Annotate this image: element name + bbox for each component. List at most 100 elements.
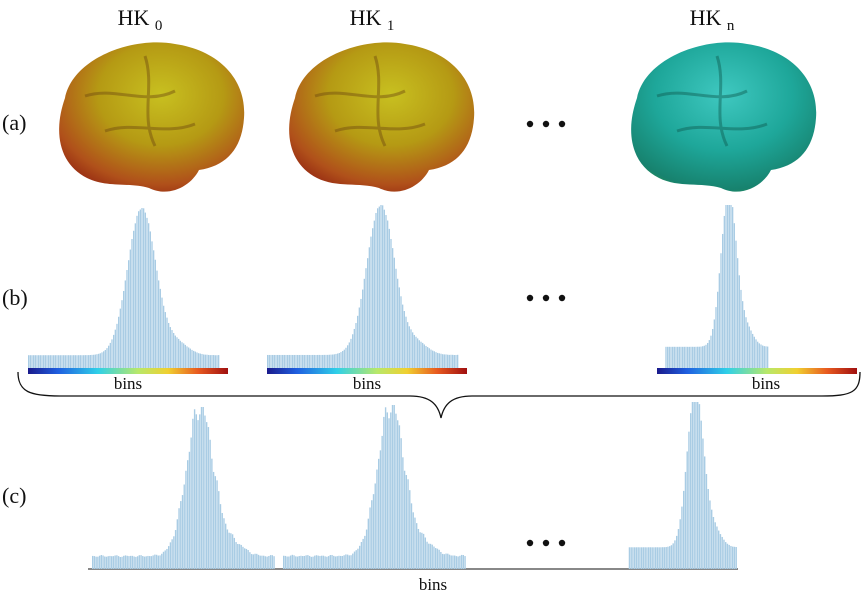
histogram-bar xyxy=(438,549,440,569)
histogram-bar xyxy=(233,537,236,569)
histogram-bar xyxy=(114,555,116,569)
histogram-bar xyxy=(695,402,697,569)
histogram-bar xyxy=(126,555,128,569)
histogram-bar xyxy=(710,335,712,368)
histogram-bar xyxy=(635,547,638,569)
histogram-bar xyxy=(707,342,709,368)
histogram-bar xyxy=(335,353,337,368)
histogram-bar xyxy=(198,353,200,368)
histogram-bar xyxy=(357,548,359,569)
histogram-bar xyxy=(324,556,326,569)
histogram-bar xyxy=(679,519,681,569)
histogram-bar xyxy=(360,298,362,368)
histogram-bar xyxy=(400,296,402,368)
histogram-bar xyxy=(162,551,165,569)
histogram-bar xyxy=(422,342,424,368)
histogram-bar xyxy=(398,287,400,368)
histogram-bar xyxy=(355,550,357,569)
histogram-bar xyxy=(445,553,447,569)
histogram-bar xyxy=(185,470,187,569)
histogram-bar xyxy=(648,547,650,569)
histogram-bar xyxy=(651,547,653,569)
histogram-bar xyxy=(375,212,377,368)
histogram-bar xyxy=(447,354,449,368)
histogram-bar xyxy=(181,342,183,368)
histogram-bar xyxy=(737,258,739,368)
histogram-bar xyxy=(750,330,752,368)
histogram-bar xyxy=(459,555,461,569)
histogram-bar xyxy=(730,205,732,368)
histogram-bar xyxy=(33,355,35,368)
histogram-bar xyxy=(29,355,31,368)
histogram-bar xyxy=(353,328,355,368)
histogram-bar xyxy=(688,346,690,368)
histogram-bar xyxy=(283,555,285,569)
histogram-bar xyxy=(109,555,111,569)
histogram-bar xyxy=(128,556,130,569)
histogram-bar xyxy=(420,341,422,368)
histogram-bar xyxy=(343,555,345,569)
histogram-bar xyxy=(305,354,307,368)
histogram-bar xyxy=(634,547,636,569)
histogram-bar xyxy=(71,355,73,368)
histogram-bar xyxy=(454,555,456,569)
histogram-bar xyxy=(393,257,395,368)
histogram-bar xyxy=(223,518,225,569)
histogram-bar xyxy=(677,346,679,368)
histogram-bar xyxy=(64,355,66,368)
histogram-bar xyxy=(703,345,705,368)
histogram-bar xyxy=(38,355,40,368)
histogram-bar xyxy=(285,354,287,368)
histogram-bar xyxy=(196,352,198,368)
histogram-bar xyxy=(341,555,344,569)
histogram-bar xyxy=(116,555,118,569)
histogram-bar xyxy=(303,354,305,368)
histogram-bar xyxy=(280,354,282,368)
histogram-bar xyxy=(711,509,713,569)
histogram-bar xyxy=(422,533,425,569)
histogram-bar xyxy=(168,322,170,368)
histogram-bar xyxy=(332,354,334,368)
histogram-bar xyxy=(89,354,91,368)
histogram-bar xyxy=(298,556,300,569)
histogram-bar xyxy=(379,450,382,569)
histogram-bar xyxy=(697,346,699,368)
histogram-bar xyxy=(649,547,652,569)
histogram-bar xyxy=(413,334,415,368)
histogram-bar xyxy=(83,355,85,368)
histogram-bar xyxy=(705,474,708,569)
histogram-bar xyxy=(395,268,397,368)
histogram-bar xyxy=(372,494,375,569)
histogram-bar xyxy=(713,319,715,368)
histogram-bar xyxy=(242,546,244,569)
histogram-bar xyxy=(123,290,125,368)
histogram-bar xyxy=(382,205,384,368)
histogram-bar xyxy=(268,556,270,569)
histogram-bar xyxy=(338,352,340,368)
histogram-bar xyxy=(310,354,312,368)
histogram-bar xyxy=(417,528,420,569)
histogram-bar xyxy=(81,355,83,368)
histogram-bar xyxy=(755,339,757,368)
histogram-bar xyxy=(197,420,199,569)
histogram-bar xyxy=(218,491,220,569)
histogram-bar xyxy=(720,253,722,368)
histogram-bar xyxy=(34,355,36,368)
histogram-bar xyxy=(438,353,440,368)
histogram-bar xyxy=(705,344,707,368)
histogram-bar xyxy=(690,413,692,569)
histogram-bar xyxy=(142,556,144,569)
histogram-bar xyxy=(336,556,338,569)
histogram-bar xyxy=(753,336,755,368)
histogram-bar xyxy=(73,355,75,368)
histogram-bar xyxy=(345,554,347,569)
histogram-bar xyxy=(302,354,304,368)
histogram-bar xyxy=(109,342,111,368)
histogram-bar xyxy=(427,347,429,368)
histogram-bar xyxy=(452,555,454,569)
histogram-bar xyxy=(272,354,274,368)
histogram-bar xyxy=(128,260,130,368)
histogram-bar xyxy=(431,544,433,569)
histogram-bar xyxy=(359,545,361,569)
histogram-bar xyxy=(121,556,123,569)
